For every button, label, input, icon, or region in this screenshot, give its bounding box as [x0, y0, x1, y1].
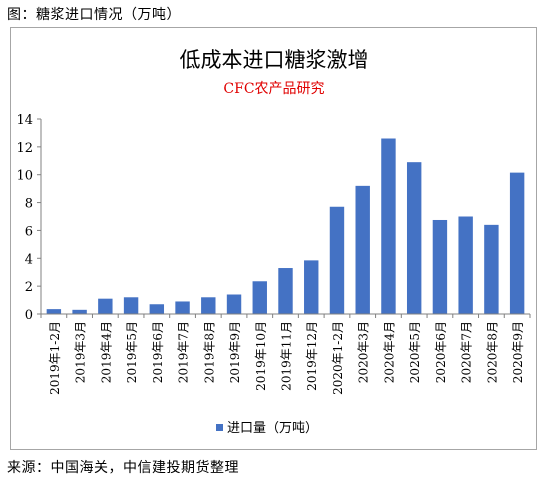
x-tick-label: 2019年7月 [177, 321, 191, 383]
bar [406, 162, 422, 314]
bar [201, 297, 216, 314]
bar [458, 216, 473, 314]
source-note: 来源：中国海关，中信建投期货整理 [7, 460, 239, 476]
bar [509, 172, 525, 314]
bar [432, 219, 448, 314]
bar [226, 294, 242, 314]
legend-swatch [216, 424, 223, 431]
bar [252, 281, 267, 314]
y-tick-label: 2 [25, 280, 33, 295]
x-tick-label: 2019年1-2月 [48, 321, 62, 395]
bar [72, 309, 87, 314]
bar-chart: 低成本进口糖浆激增 CFC农产品研究 0 2 4 6 8 10 12 14 2019年1-2月… [16, 48, 531, 436]
chart-subtitle: CFC农产品研究 [223, 81, 324, 97]
x-tick-label: 2020年3月 [357, 321, 371, 383]
x-tick-label: 2019年10月 [254, 321, 268, 391]
y-tick-label: 12 [16, 141, 33, 156]
bar [175, 301, 190, 314]
x-tick-label: 2019年5月 [125, 321, 139, 383]
x-tick-label: 2019年3月 [74, 321, 88, 383]
x-tick-label: 2020年6月 [434, 321, 448, 383]
chart-frame: 低成本进口糖浆激增 CFC农产品研究 0 2 4 6 8 10 12 14 2019年1-2月… [10, 27, 537, 450]
x-tick-label: 2020年4月 [382, 321, 396, 383]
x-axis: 2019年1-2月 2019年3月 2019年4月 2019年5月 2019年6月 201… [40, 313, 531, 395]
bar-series [46, 138, 525, 314]
bar [149, 304, 165, 314]
x-tick-label: 2020年1-2月 [331, 321, 345, 395]
bar [381, 138, 396, 314]
bar [123, 297, 139, 314]
y-tick-label: 14 [16, 113, 33, 128]
chart-title: 低成本进口糖浆激增 [180, 48, 369, 72]
x-tick-label: 2020年5月 [408, 321, 422, 383]
figure-caption: 图：糖浆进口情况（万吨） [7, 7, 181, 23]
x-tick-label: 2019年12月 [305, 321, 319, 391]
x-tick-label: 2019年6月 [151, 321, 165, 383]
x-tick-label: 2019年11月 [280, 321, 294, 391]
legend: 进口量（万吨） [216, 421, 318, 436]
bar [304, 260, 319, 314]
y-tick-label: 0 [25, 308, 33, 323]
bar [98, 298, 113, 314]
x-tick-label: 2020年9月 [511, 321, 525, 383]
x-tick-label: 2019年4月 [99, 321, 113, 383]
x-tick-label: 2019年9月 [228, 321, 242, 383]
x-tick-label: 2020年8月 [485, 321, 499, 383]
bar [329, 206, 345, 314]
bar [46, 309, 62, 314]
y-axis: 0 2 4 6 8 10 12 14 [16, 113, 42, 323]
y-tick-label: 4 [25, 252, 33, 267]
y-tick-label: 8 [25, 197, 33, 212]
bar [484, 224, 499, 314]
bar [278, 268, 293, 314]
y-tick-label: 6 [25, 224, 33, 239]
y-tick-label: 10 [16, 169, 33, 184]
bar [355, 185, 370, 314]
x-tick-label: 2019年8月 [202, 321, 216, 383]
legend-label: 进口量（万吨） [227, 421, 318, 436]
x-tick-label: 2020年7月 [460, 321, 474, 383]
